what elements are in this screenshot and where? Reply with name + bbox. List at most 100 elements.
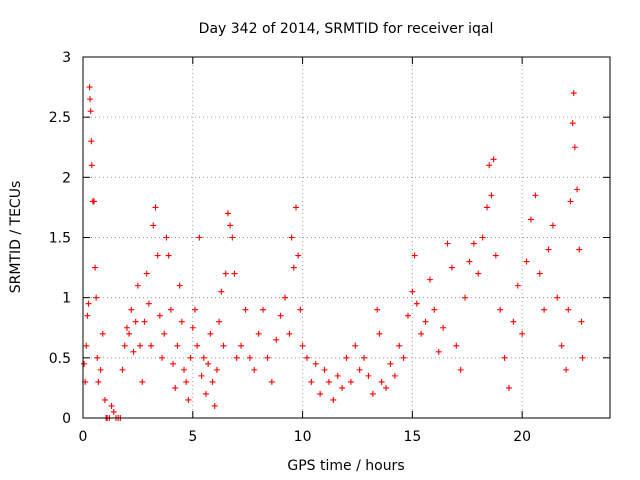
data-point <box>290 264 297 271</box>
data-point <box>453 342 460 349</box>
data-point <box>343 354 350 361</box>
data-point <box>457 366 464 373</box>
data-point <box>233 354 240 361</box>
data-point <box>288 234 295 241</box>
data-point <box>444 240 451 247</box>
data-point <box>479 234 486 241</box>
data-point <box>174 342 181 349</box>
data-point <box>391 372 398 379</box>
data-point <box>198 372 205 379</box>
data-point <box>81 360 88 367</box>
data-point <box>404 312 411 319</box>
data-point <box>312 360 319 367</box>
data-point <box>431 306 438 313</box>
x-tick-label: 10 <box>294 429 312 445</box>
data-point <box>448 264 455 271</box>
data-point <box>216 318 223 325</box>
data-point <box>165 252 172 259</box>
data-point <box>141 318 148 325</box>
data-point <box>308 378 315 385</box>
data-point <box>330 396 337 403</box>
data-point <box>356 366 363 373</box>
data-point <box>490 156 497 163</box>
data-point <box>578 318 585 325</box>
plot-border <box>82 56 611 419</box>
x-tick-label: 0 <box>79 429 88 445</box>
data-point <box>554 294 561 301</box>
data-point <box>475 270 482 277</box>
data-point <box>88 138 95 145</box>
data-point <box>400 354 407 361</box>
data-point <box>200 354 207 361</box>
data-point <box>231 270 238 277</box>
data-point <box>108 402 115 409</box>
data-point <box>260 306 267 313</box>
data-point <box>88 162 95 169</box>
data-point <box>222 270 229 277</box>
y-tick-label: 0.5 <box>49 351 71 367</box>
data-point <box>466 258 473 265</box>
data-point <box>574 186 581 193</box>
data-point <box>273 336 280 343</box>
data-point <box>435 348 442 355</box>
data-point <box>213 366 220 373</box>
data-point <box>440 324 447 331</box>
data-point <box>519 330 526 337</box>
data-point <box>317 390 324 397</box>
data-point <box>297 306 304 313</box>
data-point <box>218 288 225 295</box>
data-point <box>484 204 491 211</box>
data-point <box>143 270 150 277</box>
y-tick-label: 1 <box>62 291 71 307</box>
data-point <box>352 342 359 349</box>
data-point <box>422 318 429 325</box>
data-point <box>101 396 108 403</box>
data-point <box>295 252 302 259</box>
y-axis-label: SRMTID / TECUs <box>8 181 24 294</box>
data-point <box>527 216 534 223</box>
data-point <box>227 222 234 229</box>
data-point <box>532 192 539 199</box>
data-point <box>90 198 97 205</box>
data-point <box>211 402 218 409</box>
data-point <box>183 378 190 385</box>
data-point <box>176 282 183 289</box>
y-tick-label: 2.5 <box>49 110 71 126</box>
data-point <box>286 330 293 337</box>
data-point <box>361 354 368 361</box>
data-point <box>93 294 100 301</box>
data-point <box>570 90 577 97</box>
data-point <box>378 378 385 385</box>
data-point <box>99 330 106 337</box>
data-point <box>303 354 310 361</box>
data-point <box>264 354 271 361</box>
data-point <box>92 264 99 271</box>
x-tick-label: 5 <box>188 429 197 445</box>
data-point <box>383 384 390 391</box>
data-point <box>488 192 495 199</box>
data-point <box>159 354 166 361</box>
data-point <box>123 324 130 331</box>
y-tick-label: 1.5 <box>49 231 71 247</box>
data-point <box>172 384 179 391</box>
data-point <box>255 330 262 337</box>
grid-lines <box>83 57 610 418</box>
data-point <box>347 378 354 385</box>
data-point <box>523 258 530 265</box>
axis-ticks: 0 5 10 15 20 0 0.5 1 1.5 2 2.5 3 <box>49 50 610 445</box>
x-tick-label: 20 <box>513 429 531 445</box>
data-point <box>86 84 93 91</box>
data-point <box>242 306 249 313</box>
data-point <box>565 306 572 313</box>
data-point <box>87 96 94 103</box>
data-point <box>497 306 504 313</box>
data-point <box>501 354 508 361</box>
data-point <box>567 198 574 205</box>
data-point <box>205 360 212 367</box>
y-tick-label: 3 <box>62 50 71 66</box>
x-axis-label: GPS time / hours <box>287 458 404 474</box>
data-point <box>191 306 198 313</box>
data-point <box>209 378 216 385</box>
data-point <box>95 378 102 385</box>
data-point <box>282 294 289 301</box>
